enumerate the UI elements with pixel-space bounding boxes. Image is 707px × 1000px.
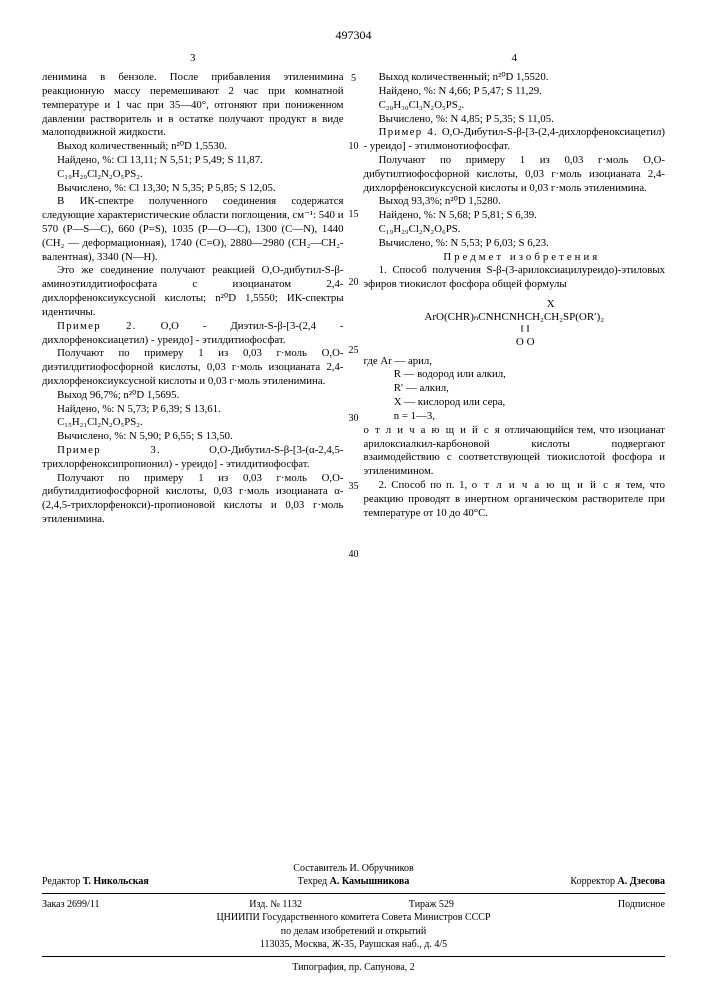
editor-name: Т. Никольская [83, 876, 149, 887]
line-number: 15 [349, 210, 359, 220]
line-number: 20 [349, 278, 359, 288]
formula-line: C₁₉H₂₉Cl₂N₂O₆PS. [364, 223, 666, 237]
tech-label: Техред [298, 876, 327, 887]
page-number-right: 4 [364, 51, 666, 65]
editor-label: Редактор [42, 876, 80, 887]
org-line: по делам изобретений и открытий [42, 925, 665, 939]
credits-row: Редактор Т. Никольская Техред А. Камышни… [42, 875, 665, 889]
left-column: 3 ленимина в бензоле. После прибавления … [42, 51, 344, 527]
order-number: Заказ 2699/11 [42, 898, 198, 912]
body-text: Выход 93,3%; n²⁰D 1,5280. [364, 195, 666, 209]
formula-line: C₁₉H₂₉Cl₂N₂O₅PS₂. [42, 168, 344, 182]
right-column: 4 Выход количественный; n²⁰D 1,5520. Най… [364, 51, 666, 527]
corrector-credit: Корректор А. Дзесова [457, 875, 665, 889]
corrector-name: А. Дзесова [617, 876, 665, 887]
claim-number: 2. Способ по п. 1, [379, 479, 472, 491]
claim-text: 1. Способ получения S-β-(3-арилоксиацилу… [364, 264, 666, 292]
body-text: Вычислено, %: N 5,90; P 6,55; S 13,50. [42, 430, 344, 444]
example-label: Пример 3. [57, 444, 161, 456]
patent-number: 497304 [42, 28, 665, 43]
corrector-label: Корректор [570, 876, 615, 887]
claims-heading: Предмет изобретения [364, 251, 666, 265]
imprint-footer: Составитель И. Обручников Редактор Т. Ни… [42, 862, 665, 975]
body-text: Вычислено, %: N 5,53; P 6,03; S 6,23. [364, 237, 666, 251]
legend-line: R′ — алкил, [394, 382, 665, 396]
structural-formula: X ArO(CHR)ₙCNHCNHCH₂CH₂SP(OR′)₂ ‖ ‖ O O [364, 298, 666, 349]
body-text: Найдено, %: N 5,73; P 6,39; S 13,61. [42, 403, 344, 417]
print-run: Тираж 529 [354, 898, 510, 912]
legend-line: X — кислород или сера, [394, 396, 665, 410]
claim-text: о т л и ч а ю щ и й с я отличающийся тем… [364, 424, 666, 479]
formula-line: C₁₅H₂₁Cl₂N₂O₅PS₂. [42, 416, 344, 430]
body-text: Выход 96,7%; n²⁰D 1,5695. [42, 389, 344, 403]
formula-row: X [436, 298, 665, 311]
line-number: 40 [349, 550, 359, 560]
claim-distinguish: о т л и ч а ю щ и й с я [364, 424, 502, 436]
line-number: 25 [349, 346, 359, 356]
body-text: Выход количественный; n²⁰D 1,5520. [364, 71, 666, 85]
body-text: В ИК-спектре полученного соединения соде… [42, 195, 344, 264]
formula-row: ArO(CHR)ₙCNHCNHCH₂CH₂SP(OR′)₂ [364, 311, 666, 324]
claim-distinguish: о т л и ч а ю щ и й с я [472, 479, 622, 491]
body-text: Вычислено, %: Cl 13,30; N 5,35; P 5,85; … [42, 182, 344, 196]
line-number: 35 [349, 482, 359, 492]
legend-line: где Ar — арил, [364, 355, 666, 369]
formula-row: ‖ ‖ [386, 323, 666, 336]
body-text: Получают по примеру 1 из 0,03 г·моль O,O… [42, 347, 344, 388]
body-text: Это же соединение получают реакцией O,O-… [42, 264, 344, 319]
example-label: Пример 2. [57, 320, 137, 332]
edition-number: Изд. № 1132 [198, 898, 354, 912]
line-number: 5 [349, 74, 359, 84]
body-text: Найдено, %: N 5,68; P 5,81; S 6,39. [364, 209, 666, 223]
formula-legend: где Ar — арил, R — водород или алкил, R′… [364, 355, 666, 424]
tech-name: А. Камышникова [330, 876, 410, 887]
print-info-row: Заказ 2699/11 Изд. № 1132 Тираж 529 Подп… [42, 898, 665, 912]
divider [42, 956, 665, 957]
body-text: Получают по примеру 1 из 0,03 г·моль O,O… [364, 154, 666, 195]
example-heading: Пример 4. O,O-Дибутил-S-β-[3-(2,4-дихлор… [364, 126, 666, 154]
typography-line: Типография, пр. Сапунова, 2 [42, 961, 665, 975]
editor-credit: Редактор Т. Никольская [42, 875, 250, 889]
patent-page: 497304 5 10 15 20 25 30 35 40 3 ленимина… [0, 0, 707, 1000]
org-line: ЦНИИПИ Государственного комитета Совета … [42, 911, 665, 925]
tech-credit: Техред А. Камышникова [250, 875, 458, 889]
body-text: Найдено, %: Cl 13,11; N 5,51; P 5,49; S … [42, 154, 344, 168]
body-text: Получают по примеру 1 из 0,03 г·моль O,O… [42, 472, 344, 527]
divider [42, 893, 665, 894]
formula-row: O O [386, 336, 666, 349]
line-number: 10 [349, 142, 359, 152]
example-label: Пример 4. [379, 126, 438, 138]
claim-text: 2. Способ по п. 1, о т л и ч а ю щ и й с… [364, 479, 666, 520]
subscription: Подписное [509, 898, 665, 912]
compiler-line: Составитель И. Обручников [42, 862, 665, 876]
legend-line: R — водород или алкил, [394, 368, 665, 382]
line-number: 30 [349, 414, 359, 424]
line-number-gutter: 5 10 15 20 25 30 35 40 [349, 74, 359, 618]
page-number-left: 3 [42, 51, 344, 65]
body-text: ленимина в бензоле. После прибавления эт… [42, 71, 344, 140]
example-heading: Пример 3. O,O-Дибутил-S-β-[3-(α-2,4,5-тр… [42, 444, 344, 472]
address-line: 113035, Москва, Ж-35, Раушская наб., д. … [42, 938, 665, 952]
body-text: Вычислено, %: N 4,85; P 5,35; S 11,05. [364, 113, 666, 127]
body-text: Найдено, %: N 4,66; P 5,47; S 11,29. [364, 85, 666, 99]
formula-line: C₂₀H₃₀Cl₃N₂O₅PS₂. [364, 99, 666, 113]
body-text: Выход количественный; n²⁰D 1,5530. [42, 140, 344, 154]
example-heading: Пример 2. O,O - Диэтил-S-β-[3-(2,4 - дих… [42, 320, 344, 348]
legend-line: n = 1—3, [394, 410, 665, 424]
